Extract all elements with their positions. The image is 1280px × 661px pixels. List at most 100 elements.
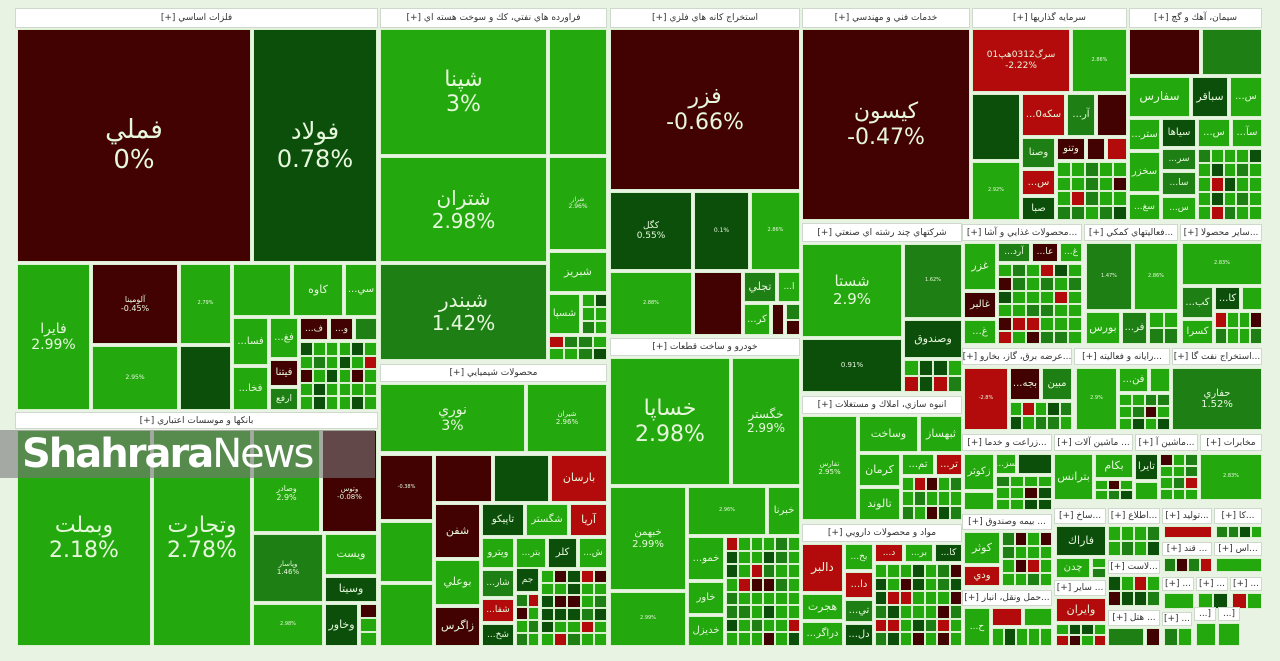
- small-stock-tile[interactable]: [1054, 317, 1068, 331]
- stock-tile[interactable]: سفارس: [1129, 77, 1190, 117]
- small-stock-tile[interactable]: [593, 633, 607, 646]
- stock-tile[interactable]: 0.91%: [802, 339, 902, 392]
- small-stock-tile[interactable]: [726, 537, 739, 551]
- small-stock-tile[interactable]: [516, 607, 528, 620]
- small-stock-tile[interactable]: [750, 591, 763, 606]
- small-stock-tile[interactable]: [1002, 559, 1015, 573]
- small-stock-tile[interactable]: [902, 491, 914, 506]
- small-stock-tile[interactable]: [1163, 312, 1178, 328]
- small-stock-tile[interactable]: [582, 307, 595, 321]
- small-stock-tile[interactable]: [1056, 624, 1069, 635]
- small-stock-tile[interactable]: [527, 594, 539, 607]
- sector-header[interactable]: ... ماشين آلات [+]: [1054, 434, 1133, 451]
- small-stock-tile[interactable]: [875, 632, 888, 646]
- small-stock-tile[interactable]: [567, 595, 581, 608]
- sector-header[interactable]: مواد و محصولات دارويي [+]: [802, 524, 962, 542]
- small-stock-tile[interactable]: [351, 369, 365, 383]
- stock-tile[interactable]: ...فن: [1119, 368, 1148, 392]
- stock-tile[interactable]: 2.83%: [1200, 454, 1262, 500]
- small-stock-tile[interactable]: [950, 477, 962, 492]
- small-stock-tile[interactable]: [364, 382, 377, 397]
- small-stock-tile[interactable]: [1027, 532, 1040, 546]
- small-stock-tile[interactable]: [1071, 191, 1085, 206]
- small-stock-tile[interactable]: [580, 582, 594, 596]
- small-stock-tile[interactable]: [300, 369, 313, 383]
- small-stock-tile[interactable]: [787, 577, 800, 592]
- small-stock-tile[interactable]: [1236, 149, 1250, 164]
- stock-tile[interactable]: چدن: [1056, 558, 1090, 578]
- small-stock-tile[interactable]: [549, 336, 564, 348]
- small-stock-tile[interactable]: [914, 491, 926, 506]
- stock-tile[interactable]: ...س: [1022, 170, 1055, 195]
- small-stock-tile[interactable]: [578, 348, 593, 360]
- stock-tile[interactable]: ...تم: [902, 454, 934, 475]
- sector-header[interactable]: ... [+]: [1230, 577, 1262, 591]
- sector-header[interactable]: خودرو و ساخت قطعات [+]: [610, 338, 800, 356]
- stock-tile[interactable]: كاوه: [293, 264, 343, 316]
- small-stock-tile[interactable]: [912, 564, 925, 578]
- stock-tile[interactable]: فملي 0%: [17, 29, 251, 262]
- stock-tile[interactable]: شپنا 3%: [380, 29, 547, 155]
- sector-header[interactable]: سرمايه گذاريها [+]: [972, 8, 1127, 28]
- small-stock-tile[interactable]: [325, 369, 339, 383]
- small-stock-tile[interactable]: [1178, 628, 1192, 646]
- small-stock-tile[interactable]: [1198, 191, 1211, 206]
- stock-tile[interactable]: بورس: [1086, 312, 1120, 344]
- small-stock-tile[interactable]: [563, 336, 578, 348]
- small-stock-tile[interactable]: [924, 564, 938, 578]
- small-stock-tile[interactable]: [1024, 498, 1038, 510]
- small-stock-tile[interactable]: [554, 595, 568, 608]
- stock-tile[interactable]: وخاور: [325, 604, 358, 646]
- stock-tile[interactable]: خبهمن 2.99%: [610, 487, 686, 590]
- small-stock-tile[interactable]: [1038, 487, 1052, 499]
- small-stock-tile[interactable]: [899, 605, 913, 619]
- sector-header[interactable]: ...استخراج نفت گا [+]: [1172, 348, 1262, 365]
- small-stock-tile[interactable]: [750, 564, 763, 578]
- sector-header[interactable]: ... بيمه وصندوق [+]: [962, 514, 1052, 530]
- small-stock-tile[interactable]: [926, 491, 938, 506]
- small-stock-tile[interactable]: [775, 537, 788, 551]
- small-stock-tile[interactable]: [582, 294, 595, 308]
- small-stock-tile[interactable]: [1026, 317, 1040, 331]
- small-stock-tile[interactable]: [516, 594, 528, 607]
- small-stock-tile[interactable]: [1134, 541, 1147, 556]
- small-stock-tile[interactable]: [527, 620, 539, 633]
- small-stock-tile[interactable]: [1054, 277, 1068, 291]
- small-stock-tile[interactable]: [1113, 205, 1127, 220]
- small-stock-tile[interactable]: [750, 618, 763, 633]
- small-stock-tile[interactable]: [1040, 628, 1052, 646]
- stock-tile[interactable]: ...كا: [935, 544, 962, 562]
- small-stock-tile[interactable]: [1185, 465, 1198, 477]
- small-stock-tile[interactable]: [949, 618, 962, 633]
- small-stock-tile[interactable]: [875, 591, 888, 605]
- small-stock-tile[interactable]: [554, 633, 568, 646]
- stock-tile[interactable]: تفارس 2.95%: [802, 416, 857, 520]
- small-stock-tile[interactable]: [912, 632, 925, 646]
- small-stock-tile[interactable]: [360, 604, 377, 618]
- stock-tile[interactable]: خديزل: [688, 616, 724, 646]
- stock-tile[interactable]: سخزر: [1129, 152, 1160, 192]
- small-stock-tile[interactable]: [1200, 558, 1212, 572]
- small-stock-tile[interactable]: [1087, 138, 1105, 160]
- small-stock-tile[interactable]: [1039, 572, 1052, 586]
- small-stock-tile[interactable]: [738, 577, 751, 592]
- small-stock-tile[interactable]: [325, 355, 339, 370]
- small-stock-tile[interactable]: [1038, 498, 1052, 510]
- small-stock-tile[interactable]: [924, 632, 938, 646]
- small-stock-tile[interactable]: [887, 618, 900, 633]
- small-stock-tile[interactable]: [937, 591, 950, 605]
- small-stock-tile[interactable]: [1099, 205, 1113, 220]
- small-stock-tile[interactable]: [938, 477, 950, 492]
- small-stock-tile[interactable]: [1227, 526, 1239, 538]
- small-stock-tile[interactable]: [541, 633, 555, 646]
- small-stock-tile[interactable]: [1027, 559, 1040, 573]
- small-stock-tile[interactable]: [996, 498, 1010, 510]
- stock-tile[interactable]: وپاسار 1.46%: [253, 534, 323, 602]
- sector-header[interactable]: ...فعاليتهاي كمكي [+]: [1084, 224, 1178, 241]
- stock-tile[interactable]: ...سر: [1162, 149, 1196, 170]
- small-stock-tile[interactable]: [947, 376, 962, 392]
- stock-tile[interactable]: ...س: [1230, 77, 1262, 117]
- small-stock-tile[interactable]: [1172, 454, 1186, 466]
- small-stock-tile[interactable]: [1012, 330, 1026, 344]
- sector-header[interactable]: ... ساير [+]: [1054, 580, 1106, 596]
